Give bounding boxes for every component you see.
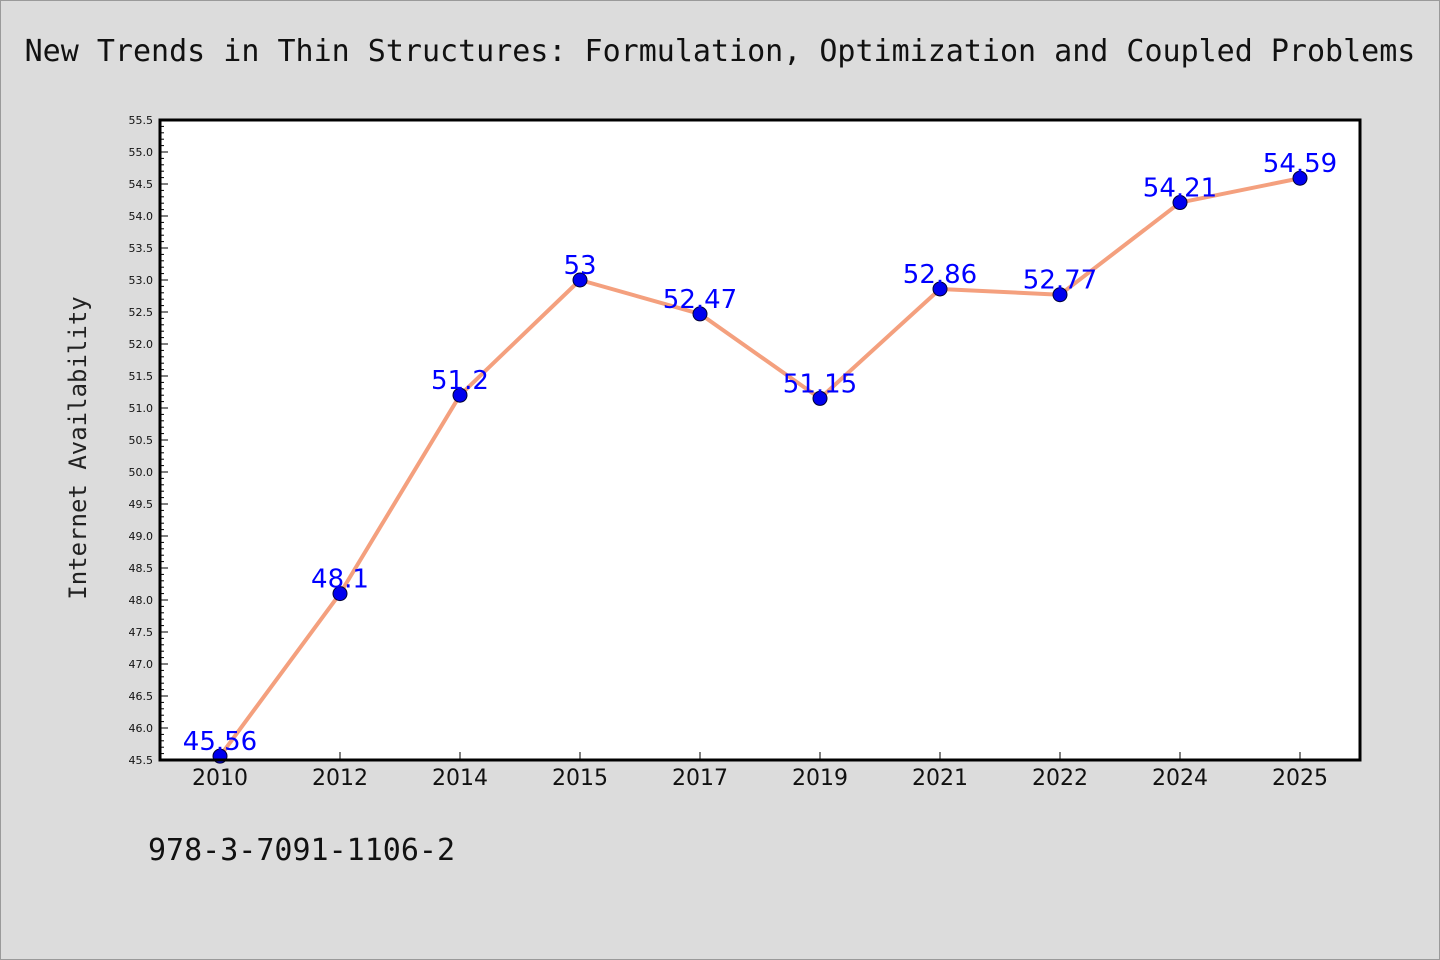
y-tick-label: 46.0 (129, 722, 154, 735)
x-tick-label: 2021 (912, 766, 968, 791)
data-point (812, 390, 828, 406)
data-label: 52.77 (1023, 266, 1097, 296)
data-label: 52.86 (903, 260, 977, 290)
data-label: 48.1 (311, 565, 369, 595)
y-tick-label: 51.5 (129, 370, 154, 383)
data-label: 45.56 (183, 727, 257, 757)
y-tick-label: 50.5 (129, 434, 154, 447)
series-layer: 45.56 48.1 51.2 53 52.47 51.15 52.86 52.77 54.21… (183, 149, 1337, 764)
x-tick-label: 2024 (1152, 766, 1208, 791)
y-tick-label: 49.5 (129, 498, 154, 511)
y-tick-label: 50.0 (129, 466, 154, 479)
data-point (332, 586, 348, 602)
data-point (572, 272, 588, 288)
y-tick-label: 55.0 (129, 146, 154, 159)
y-tick-label: 48.0 (129, 594, 154, 607)
plot-area (160, 120, 1360, 760)
y-tick-label: 47.5 (129, 626, 154, 639)
y-tick-label: 54.0 (129, 210, 154, 223)
data-point (1292, 170, 1308, 186)
x-tick-label: 2014 (432, 766, 488, 791)
data-label: 51.2 (431, 366, 489, 396)
data-label: 54.21 (1143, 174, 1217, 204)
y-tick-label: 47.0 (129, 658, 154, 671)
y-tick-label: 46.5 (129, 690, 154, 703)
data-point (452, 387, 468, 403)
y-tick-label: 53.0 (129, 274, 154, 287)
plot-frame (158, 118, 1362, 762)
x-tick-label: 2022 (1032, 766, 1088, 791)
x-tick-label: 2012 (312, 766, 368, 791)
data-point (1052, 287, 1068, 303)
x-axis: 2010 2012 2014 2015 2017 2019 2021 2022 2024 2025 (192, 752, 1328, 791)
isbn-text: 978-3-7091-1106-2 (148, 833, 456, 868)
y-tick-label: 49.0 (129, 530, 154, 543)
y-tick-label: 48.5 (129, 562, 154, 575)
series-line (218, 176, 1302, 759)
data-label: 54.59 (1263, 149, 1337, 179)
x-tick-label: 2017 (672, 766, 728, 791)
x-tick-label: 2015 (552, 766, 608, 791)
chart-title: New Trends in Thin Structures: Formulati… (24, 34, 1416, 69)
y-tick-label: 52.0 (129, 338, 154, 351)
y-axis-label: Internet Availability (64, 296, 92, 599)
data-point (1172, 195, 1188, 211)
y-tick-label: 45.5 (129, 754, 154, 767)
y-tick-label: 51.0 (129, 402, 154, 415)
y-tick-label: 52.5 (129, 306, 154, 319)
x-tick-label: 2019 (792, 766, 848, 791)
x-tick-label: 2025 (1272, 766, 1328, 791)
data-label: 53 (563, 251, 596, 281)
y-tick-label: 54.5 (129, 178, 154, 191)
data-point (932, 281, 948, 297)
y-tick-label: 55.5 (129, 114, 154, 127)
data-label: 51.15 (783, 369, 857, 399)
y-tick-label: 53.5 (129, 242, 154, 255)
data-label: 52.47 (663, 285, 737, 315)
data-point (692, 306, 708, 322)
x-tick-label: 2010 (192, 766, 248, 791)
